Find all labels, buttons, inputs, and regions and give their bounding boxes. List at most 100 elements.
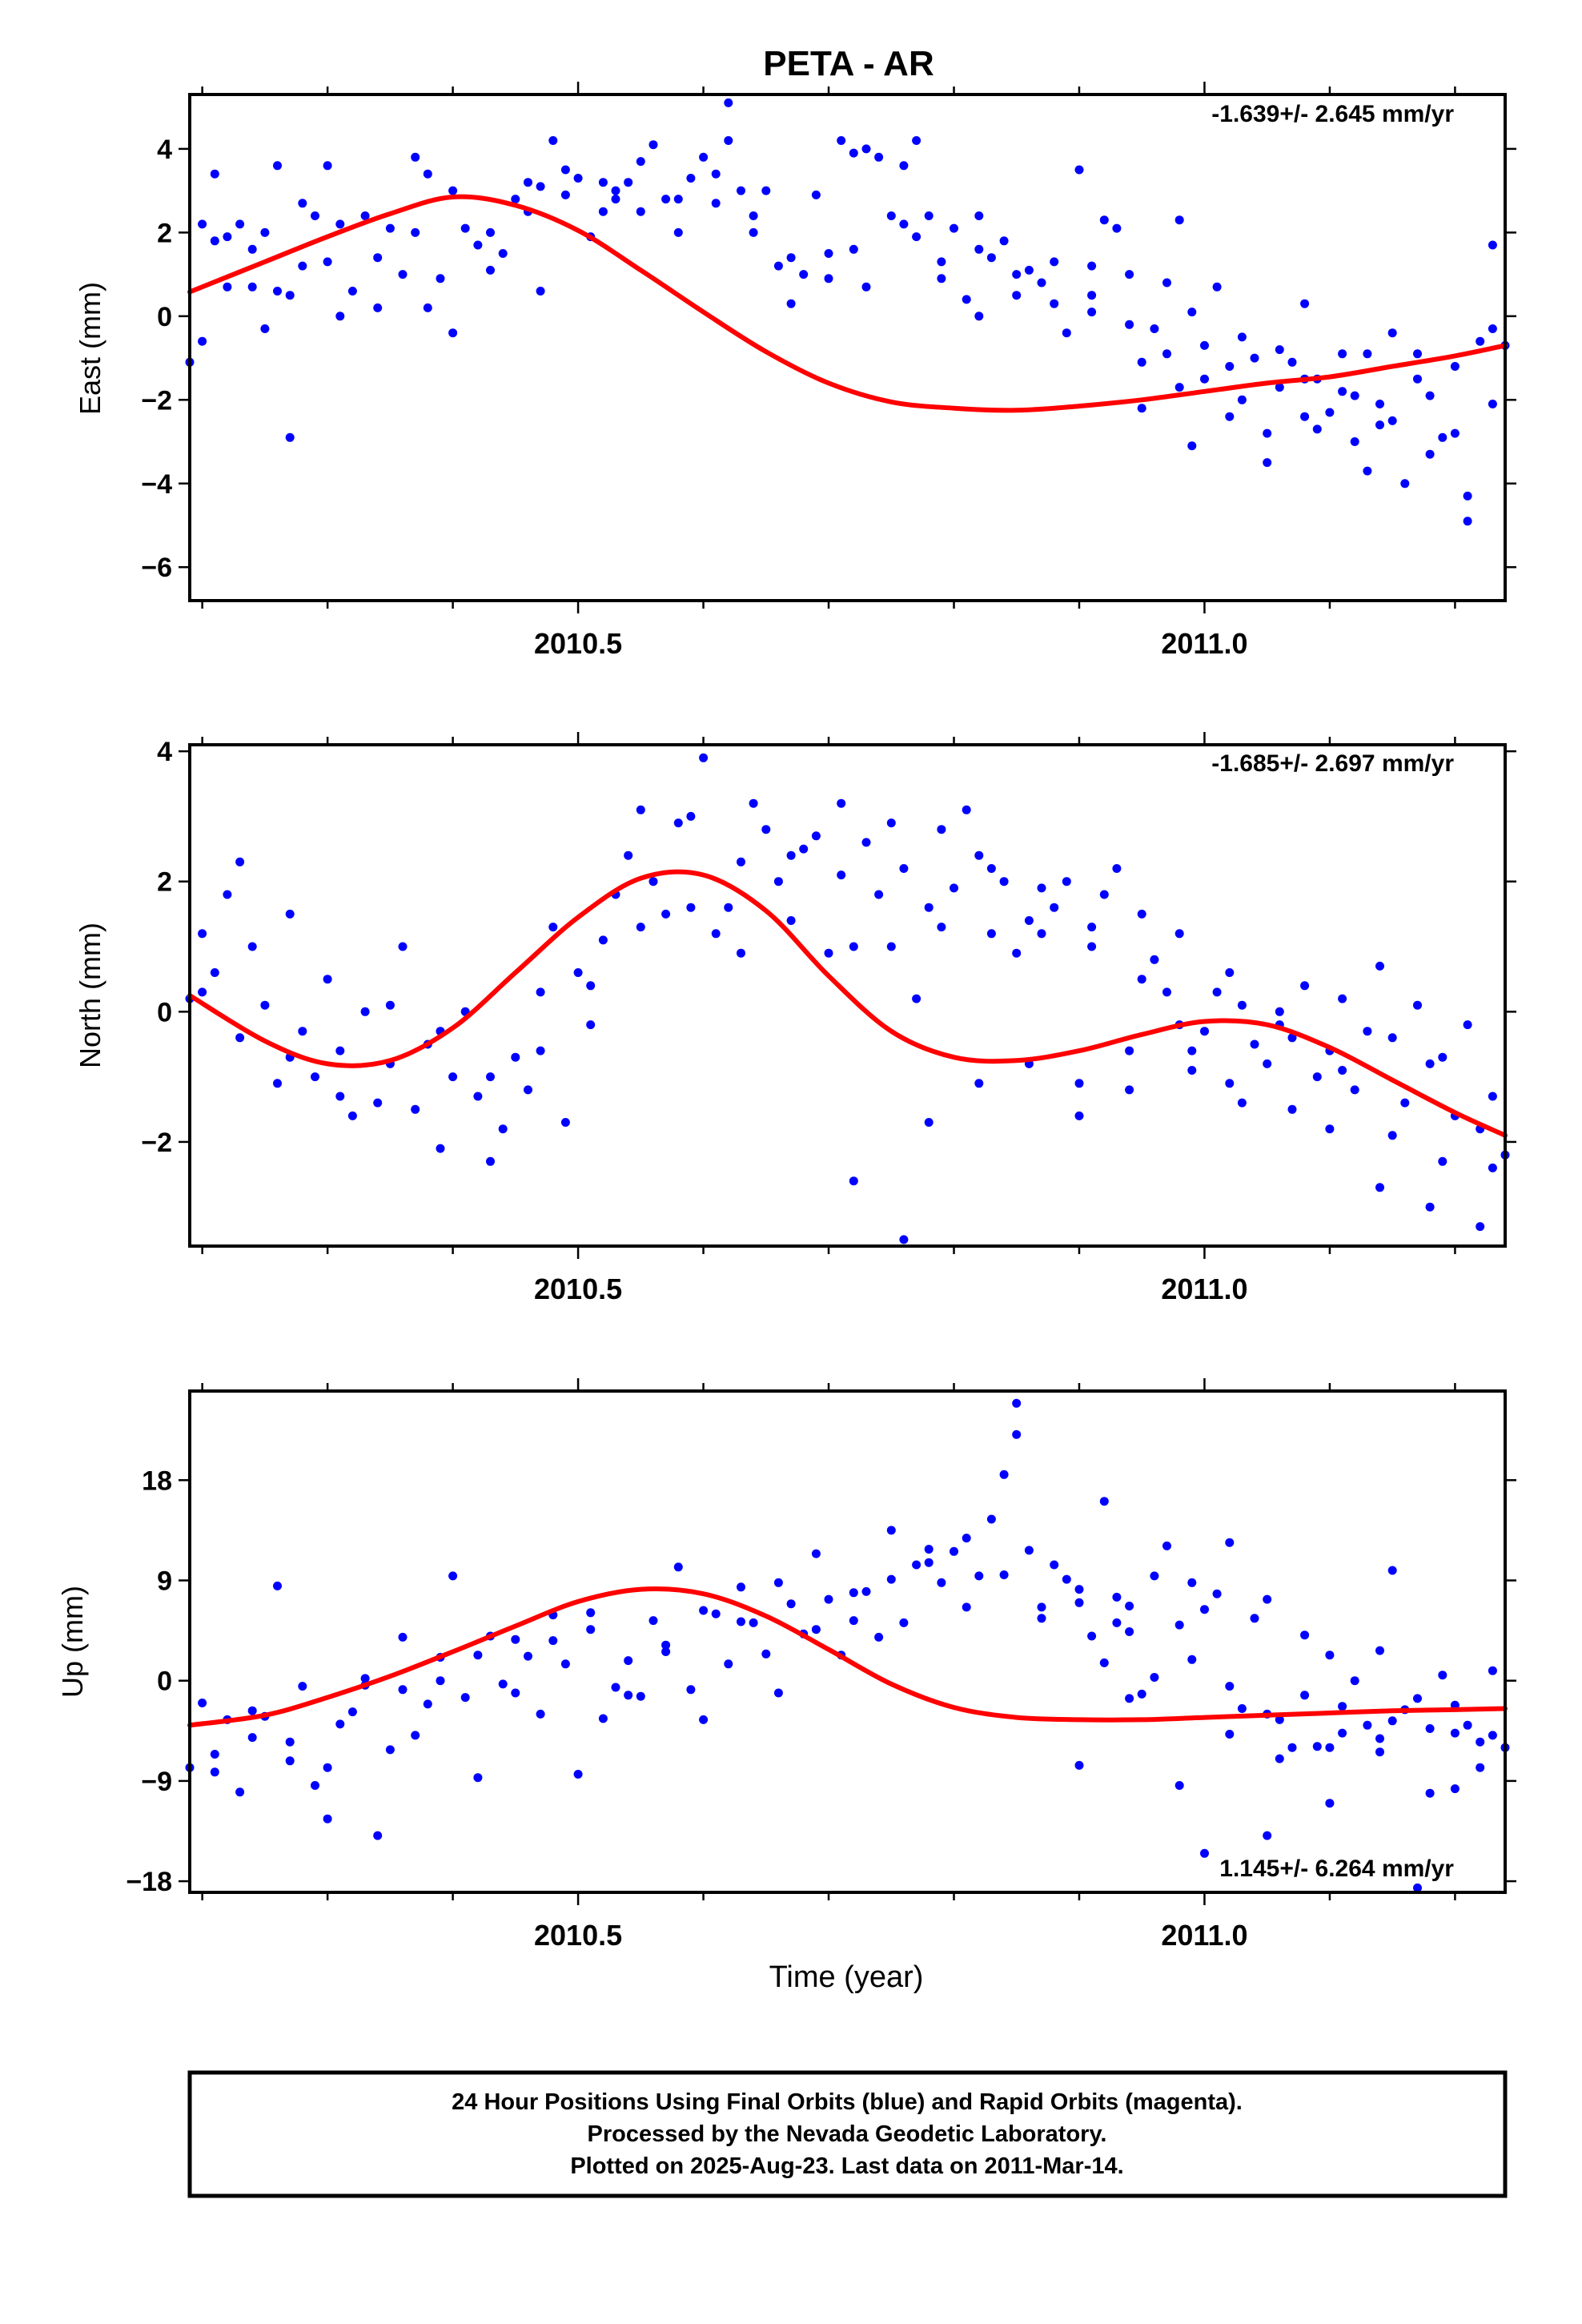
east-data-point <box>398 270 408 279</box>
east-data-point <box>486 227 495 237</box>
north-data-point <box>1488 1092 1497 1101</box>
north-data-point <box>1099 890 1109 899</box>
east-data-point <box>899 219 909 229</box>
up-data-point <box>1174 1781 1184 1790</box>
up-data-point <box>323 1763 332 1772</box>
east-data-point <box>1062 328 1071 338</box>
north-data-point <box>1024 916 1034 925</box>
east-data-point <box>198 336 207 346</box>
up-data-point <box>1325 1799 1335 1808</box>
east-data-point <box>1087 308 1097 317</box>
up-data-point <box>285 1737 295 1747</box>
east-data-point <box>1413 374 1422 384</box>
up-data-point <box>1476 1763 1485 1772</box>
north-data-point <box>198 987 207 997</box>
up-data-point <box>298 1682 307 1691</box>
east-data-point <box>937 257 946 267</box>
up-data-point <box>1037 1602 1046 1612</box>
up-data-point <box>849 1616 858 1626</box>
east-data-point <box>1350 391 1359 400</box>
up-data-point <box>811 1625 821 1634</box>
east-data-point <box>737 186 745 195</box>
up-data-point <box>874 1632 884 1642</box>
north-data-point <box>1187 1046 1197 1055</box>
east-data-point <box>912 232 921 242</box>
east-data-point <box>937 274 946 283</box>
north-data-point <box>924 903 934 912</box>
north-data-point <box>536 987 545 997</box>
east-data-point <box>1050 299 1059 308</box>
up-data-point <box>1488 1666 1497 1675</box>
east-data-point <box>786 253 796 263</box>
north-frame <box>188 743 1507 1248</box>
east-data-point <box>285 291 295 300</box>
east-data-point <box>636 157 645 167</box>
north-data-point <box>1162 987 1171 997</box>
footer-frame <box>187 2070 1508 2198</box>
east-data-point <box>786 299 796 308</box>
east-data-point <box>611 195 620 204</box>
east-data-point <box>1174 215 1184 225</box>
north-data-point <box>686 903 696 912</box>
north-data-point <box>874 890 884 899</box>
east-data-point <box>524 178 532 187</box>
north-data-point <box>1312 1072 1322 1082</box>
north-data-point <box>636 923 645 932</box>
up-data-point <box>360 1674 370 1683</box>
up-data-point <box>1338 1702 1347 1711</box>
up-data-point <box>1325 1743 1335 1752</box>
east-data-point <box>999 236 1009 246</box>
up-data-point <box>962 1534 971 1543</box>
east-data-point <box>824 249 833 258</box>
up-data-point <box>1375 1646 1384 1655</box>
east-data-point <box>448 186 458 195</box>
east-data-point <box>1387 416 1397 425</box>
east-data-point <box>536 182 545 191</box>
north-data-point <box>1363 1027 1372 1036</box>
north-data-point <box>924 1118 934 1127</box>
east-data-point <box>1363 466 1372 476</box>
east-data-point <box>861 282 871 292</box>
east-data-point <box>711 169 721 179</box>
east-data-point <box>223 282 232 292</box>
up-data-point <box>1212 1589 1222 1598</box>
up-data-point <box>1387 1566 1397 1575</box>
up-data-point <box>886 1526 896 1535</box>
east-data-point <box>1488 240 1497 250</box>
north-data-point <box>360 1007 370 1016</box>
up-data-point <box>1112 1618 1122 1627</box>
north-data-point <box>1237 1098 1247 1108</box>
up-data-point <box>1099 1497 1109 1506</box>
up-data-point <box>411 1731 420 1740</box>
east-data-point <box>223 232 232 242</box>
up-data-point <box>1037 1614 1046 1623</box>
up-data-point <box>1125 1627 1134 1636</box>
north-data-point <box>974 1079 984 1088</box>
panel-east: 2010.5 2011.0 −6 −4 −2 0 2 4 East (mm) -1.639+/… <box>74 82 1516 660</box>
east-data-point <box>1338 387 1347 396</box>
up-data-point <box>1363 1720 1372 1730</box>
north-y-tick-label: −2 <box>141 1128 172 1158</box>
east-data-point <box>323 257 332 267</box>
up-data-point <box>1450 1728 1460 1738</box>
up-data-point <box>1413 1694 1422 1703</box>
east-data-point <box>1300 299 1310 308</box>
up-data-point <box>937 1578 946 1587</box>
east-data-point <box>260 227 270 237</box>
east-data-point <box>411 227 420 237</box>
north-data-point <box>1338 1066 1347 1075</box>
east-data-point <box>298 199 307 208</box>
north-data-point <box>1375 1183 1384 1192</box>
up-data-point <box>624 1691 633 1700</box>
up-data-point <box>1476 1737 1485 1747</box>
east-y-tick-label: −2 <box>141 385 172 416</box>
north-data-point <box>1074 1111 1084 1120</box>
north-data-point <box>1338 994 1347 1003</box>
east-data-point <box>1275 345 1284 355</box>
east-rate-label: -1.639+/- 2.645 mm/yr <box>1211 101 1454 127</box>
up-data-point <box>473 1651 483 1660</box>
north-data-point <box>749 798 758 808</box>
east-data-point <box>724 98 733 107</box>
north-data-point <box>1225 968 1235 977</box>
north-data-point <box>786 850 796 860</box>
